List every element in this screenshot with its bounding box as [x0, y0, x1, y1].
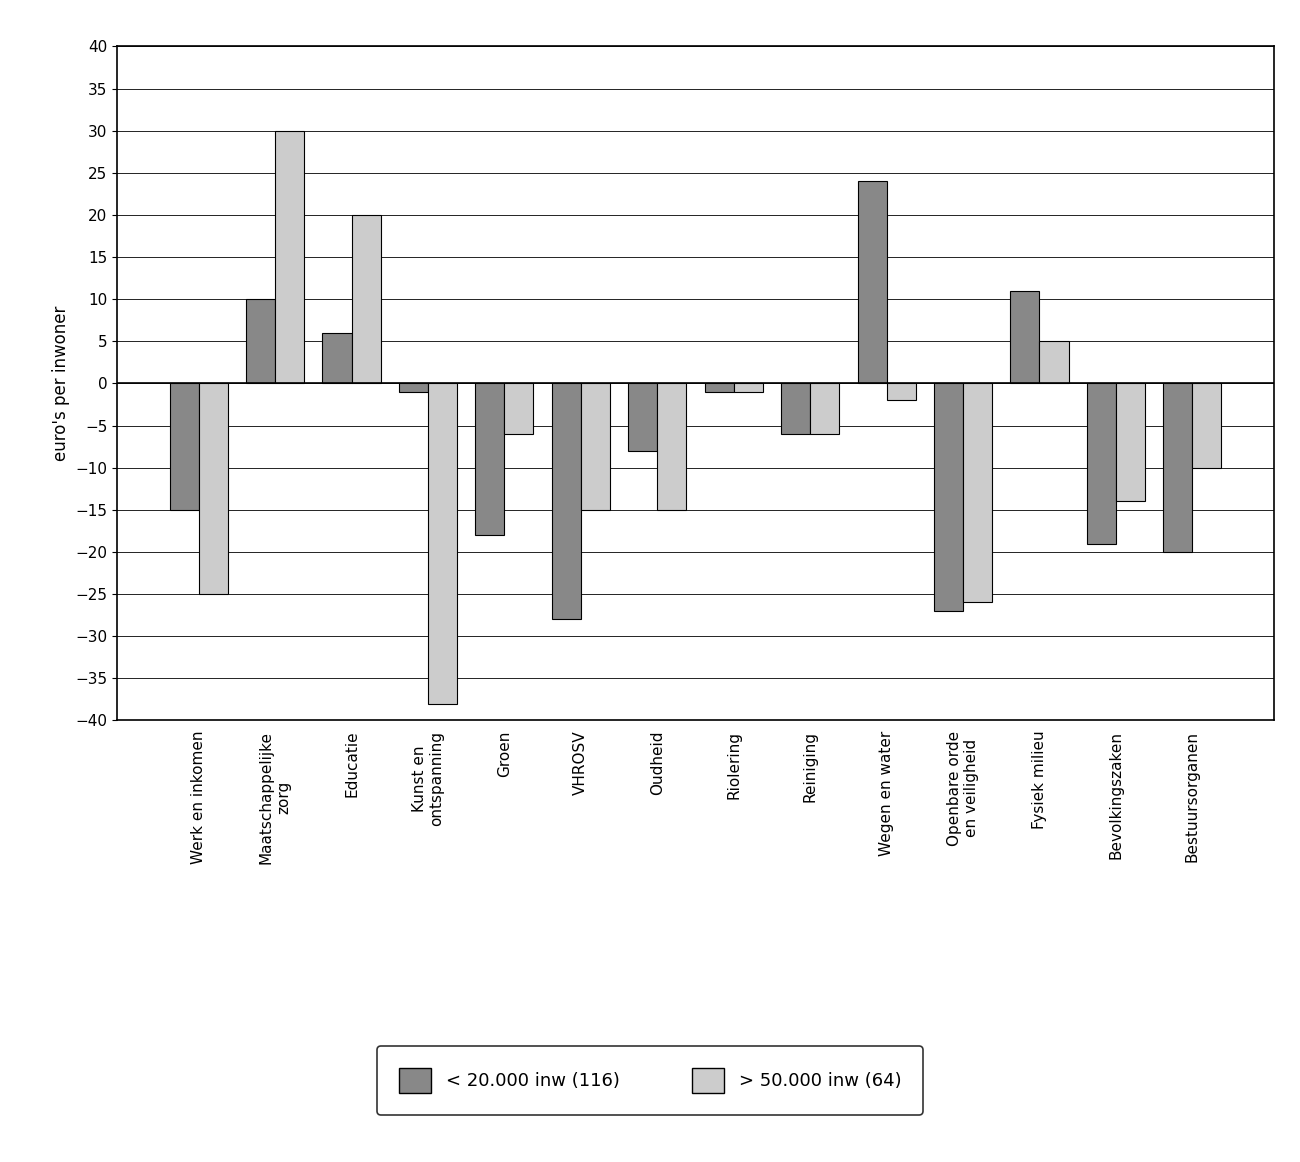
Bar — [933, 383, 963, 611]
Bar — [1115, 383, 1145, 502]
Y-axis label: euro's per inwoner: euro's per inwoner — [52, 306, 70, 461]
Bar — [351, 215, 381, 383]
Bar — [246, 299, 276, 383]
Bar — [428, 383, 458, 704]
Bar — [705, 383, 733, 392]
Bar — [887, 383, 915, 400]
Bar — [551, 383, 581, 619]
Bar — [1192, 383, 1222, 467]
Bar — [963, 383, 992, 603]
Bar — [1010, 290, 1040, 383]
Bar — [476, 383, 504, 535]
Bar — [199, 383, 228, 594]
Bar — [504, 383, 533, 435]
Bar — [399, 383, 428, 392]
Bar — [628, 383, 658, 451]
Bar — [276, 130, 304, 383]
Legend: < 20.000 inw (116), > 50.000 inw (64): < 20.000 inw (116), > 50.000 inw (64) — [377, 1046, 923, 1116]
Bar — [810, 383, 840, 435]
Bar — [322, 332, 351, 383]
Bar — [1087, 383, 1115, 544]
Bar — [169, 383, 199, 510]
Bar — [581, 383, 610, 510]
Bar — [781, 383, 810, 435]
Bar — [858, 181, 887, 383]
Bar — [1040, 342, 1069, 383]
Bar — [1164, 383, 1192, 552]
Bar — [733, 383, 763, 392]
Bar — [658, 383, 686, 510]
